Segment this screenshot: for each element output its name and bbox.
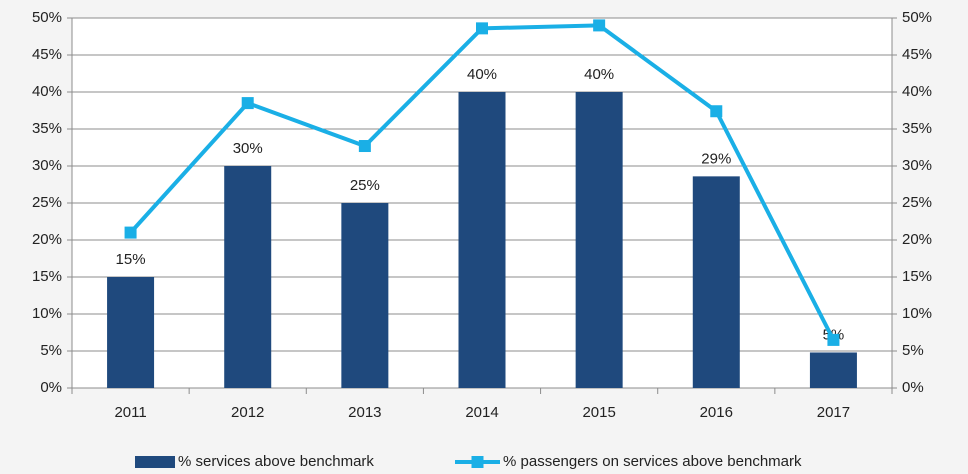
line-marker [476, 22, 488, 35]
legend-label: % passengers on services above benchmark [503, 453, 802, 470]
bar [692, 176, 740, 388]
y2-tick-label: 15% [902, 268, 932, 285]
x-tick-label: 2012 [231, 404, 264, 421]
y2-tick-label: 5% [902, 342, 924, 359]
x-tick-label: 2015 [582, 404, 615, 421]
x-tick-label: 2016 [700, 404, 733, 421]
y2-tick-label: 45% [902, 46, 932, 63]
data-label: 29% [701, 150, 731, 167]
y-tick-label: 45% [32, 46, 62, 63]
y-tick-label: 25% [32, 194, 62, 211]
y2-tick-label: 25% [902, 194, 932, 211]
y-tick-label: 50% [32, 9, 62, 26]
line-marker [241, 97, 254, 110]
data-label: 40% [467, 66, 497, 83]
y2-tick-label: 0% [902, 379, 924, 396]
y-tick-label: 35% [32, 120, 62, 137]
bar [575, 92, 623, 388]
y2-tick-label: 35% [902, 120, 932, 137]
y2-tick-label: 40% [902, 83, 932, 100]
bar [458, 92, 506, 388]
line-marker [593, 19, 606, 32]
y-tick-label: 0% [40, 379, 62, 396]
y2-tick-label: 30% [902, 157, 932, 174]
x-tick-label: 2011 [114, 404, 146, 421]
y2-tick-label: 10% [902, 305, 932, 322]
x-tick-label: 2017 [817, 404, 850, 421]
x-tick-label: 2014 [465, 404, 498, 421]
data-label: 30% [233, 140, 263, 157]
y-tick-label: 30% [32, 157, 62, 174]
bar [107, 277, 155, 388]
line-marker [124, 226, 137, 239]
bar [224, 166, 272, 388]
y-tick-label: 20% [32, 231, 62, 248]
y2-tick-label: 20% [902, 231, 932, 248]
line-marker [827, 333, 840, 346]
data-label: 25% [350, 177, 380, 194]
data-label: 15% [116, 251, 146, 268]
y2-tick-label: 50% [902, 9, 932, 26]
x-tick-label: 2013 [348, 404, 381, 421]
legend-swatch [135, 456, 175, 468]
y-tick-label: 5% [40, 342, 62, 359]
line-marker [358, 140, 371, 153]
line-marker [710, 105, 723, 118]
bar [341, 203, 389, 388]
legend-marker [471, 456, 484, 468]
y-tick-label: 40% [32, 83, 62, 100]
y-tick-label: 10% [32, 305, 62, 322]
legend-label: % services above benchmark [178, 453, 374, 470]
data-label: 40% [584, 66, 614, 83]
y-tick-label: 15% [32, 268, 62, 285]
bar [809, 352, 857, 388]
